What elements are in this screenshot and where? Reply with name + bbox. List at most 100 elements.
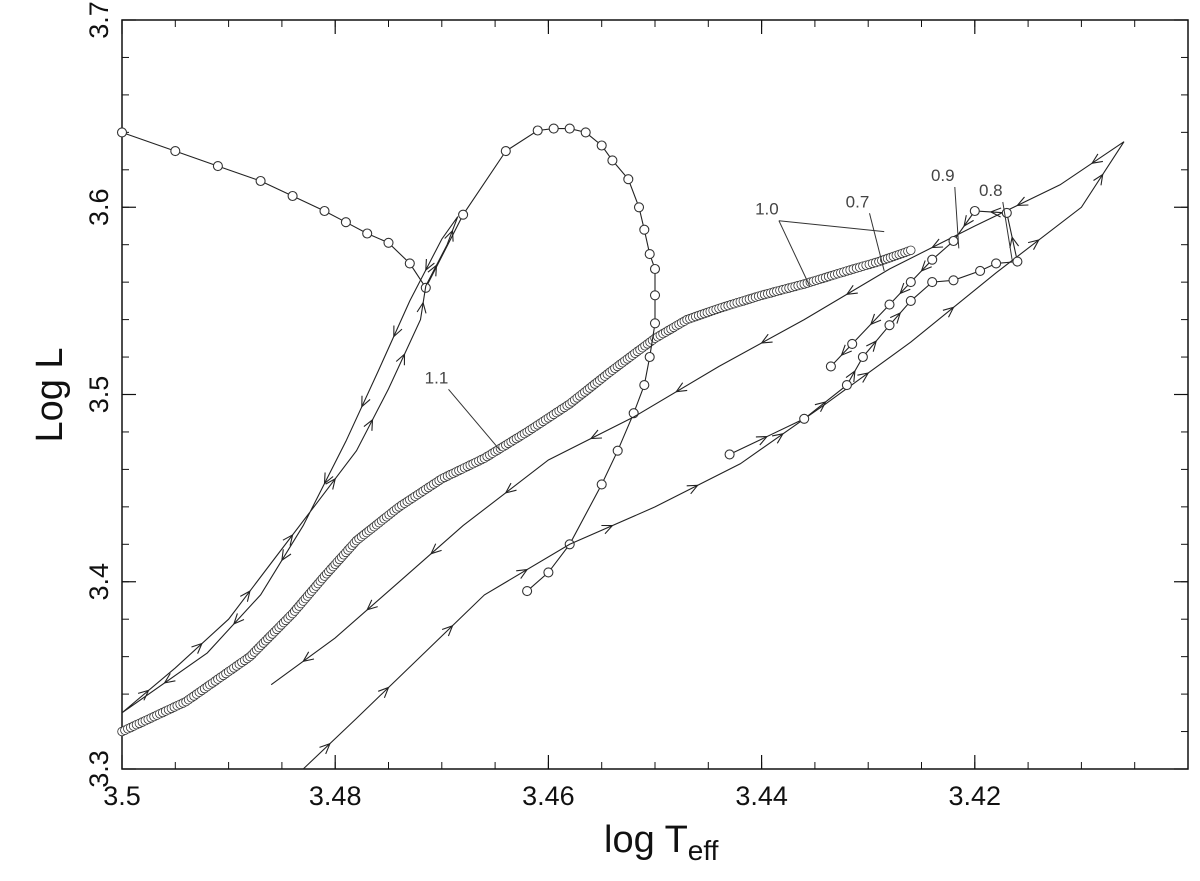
data-point (644, 351, 655, 363)
data-point (884, 320, 895, 331)
axis-ticks: 3.5 3.48 3.46 3.44 3.42 3.3 3.4 3.5 3.6 3.7 (84, 1, 1189, 811)
data-point (543, 567, 554, 578)
data-point (170, 146, 181, 157)
mass-label-1-0: 1.0 (755, 200, 885, 287)
series-0-7 (724, 205, 1023, 460)
x-tick-label: 3.5 (103, 781, 141, 811)
data-point (612, 445, 623, 456)
direction-arrow (601, 524, 614, 535)
direction-arrow (675, 382, 688, 393)
mass-label-0-9: 0.9 (931, 166, 960, 249)
y-tick-label: 3.3 (84, 750, 114, 788)
data-point (969, 205, 980, 217)
mass-label-text: 1.1 (425, 368, 449, 387)
data-point (927, 277, 938, 288)
direction-arrow (899, 282, 911, 295)
direction-arrow (302, 651, 315, 663)
direction-arrow (444, 229, 454, 242)
mass-label-text: 1.0 (755, 200, 779, 219)
direction-arrow (430, 543, 442, 555)
series-1-0 (116, 123, 661, 597)
direction-arrow (325, 477, 337, 490)
direction-arrow (191, 642, 203, 654)
data-point (639, 224, 650, 235)
y-tick-label: 3.4 (84, 563, 114, 601)
y-axis-title: Log L (29, 347, 71, 442)
mass-label-text: 0.9 (931, 166, 955, 185)
direction-arrow (441, 624, 454, 637)
data-point (628, 408, 639, 419)
direction-arrow (814, 401, 827, 412)
direction-arrow (686, 484, 699, 495)
direction-arrow (366, 599, 378, 611)
y-tick-label: 3.5 (84, 376, 114, 414)
direction-arrow (989, 207, 1002, 218)
direction-arrow (378, 686, 390, 699)
data-point (639, 380, 650, 391)
data-point (799, 413, 810, 424)
data-point (1012, 256, 1023, 267)
series-line-0-7 (729, 210, 1019, 455)
data-point (623, 174, 634, 185)
direction-arrow (425, 258, 435, 272)
x-tick-label: 3.48 (309, 781, 362, 811)
direction-arrow (869, 313, 882, 326)
direction-arrow (516, 568, 529, 579)
series-line-0-8 (270, 141, 1125, 770)
leader-line (869, 213, 885, 272)
direction-arrow (963, 215, 974, 228)
data-point (522, 586, 533, 597)
direction-arrow (363, 418, 374, 431)
direction-arrow (1027, 239, 1040, 250)
series-line-1-0 (121, 128, 656, 592)
data-point (500, 146, 511, 157)
direction-arrow (1016, 196, 1029, 206)
y-tick-label: 3.6 (84, 188, 114, 226)
direction-arrow (1009, 235, 1020, 249)
data-point (841, 380, 852, 391)
direction-arrow (840, 344, 852, 357)
direction-arrow (232, 613, 245, 625)
direction-arrow (942, 306, 955, 318)
annotation-layer: 1.1 1.0 0.7 0.9 0.8 (425, 166, 1013, 452)
data-point (948, 275, 959, 286)
data-point (596, 140, 607, 151)
data-point (884, 299, 895, 310)
mass-label-1-1: 1.1 (425, 368, 501, 452)
data-point (857, 351, 868, 363)
data-point (991, 258, 1002, 269)
data-point (116, 127, 128, 138)
direction-arrow (920, 260, 932, 272)
direction-arrow (845, 369, 856, 383)
data-point (255, 175, 266, 187)
series-0-9 (121, 216, 459, 714)
data-point (607, 155, 618, 166)
x-tick-label: 3.42 (949, 781, 1002, 811)
data-point (975, 265, 986, 276)
leader-line (954, 186, 960, 249)
data-point (633, 202, 645, 213)
data-point (724, 449, 735, 460)
leader-line (778, 220, 885, 233)
series-layer (116, 123, 1125, 770)
direction-arrow (889, 311, 902, 324)
data-point (564, 123, 575, 134)
x-axis-title: log Teff (604, 819, 719, 866)
plot-frame (121, 19, 1189, 770)
mass-label-text: 0.7 (846, 192, 870, 211)
data-point (905, 295, 916, 306)
leader-line (778, 220, 811, 287)
data-point (362, 228, 373, 239)
data-point (644, 249, 655, 260)
direction-arrow (395, 352, 406, 366)
data-point (319, 205, 330, 217)
data-point (383, 237, 394, 248)
direction-arrow (504, 482, 517, 494)
direction-arrow (282, 533, 294, 546)
direction-arrow (857, 372, 870, 383)
data-point (212, 161, 223, 172)
direction-arrow (323, 472, 334, 485)
x-tick-label: 3.44 (735, 781, 788, 811)
x-tick-label: 3.46 (522, 781, 575, 811)
leader-line (1002, 201, 1013, 260)
